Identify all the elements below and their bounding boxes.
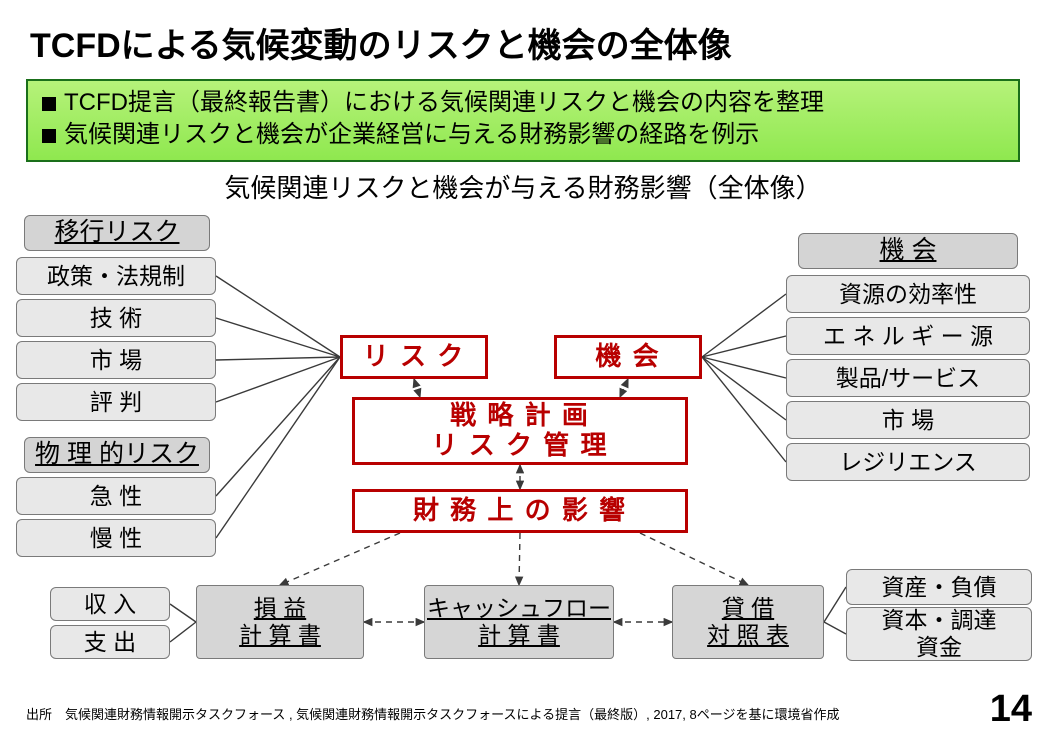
summary-box: TCFD提言（最終報告書）における気候関連リスクと機会の内容を整理 気候関連リス…: [26, 79, 1020, 162]
node-marketO: 市 場: [786, 401, 1030, 439]
node-strategy: 戦 略 計 画 リ ス ク 管 理: [352, 397, 688, 465]
bullet-1-text: TCFD提言（最終報告書）における気候関連リスクと機会の内容を整理: [64, 87, 824, 119]
bullet-2-text: 気候関連リスクと機会が企業経営に与える財務影響の経路を例示: [64, 119, 759, 151]
node-chronic: 慢 性: [16, 519, 216, 557]
edge-income-pl: [170, 604, 196, 622]
bullet-2: 気候関連リスクと機会が企業経営に与える財務影響の経路を例示: [42, 119, 1004, 151]
node-income: 収 入: [50, 587, 170, 621]
bullet-1: TCFD提言（最終報告書）における気候関連リスクと機会の内容を整理: [42, 87, 1004, 119]
page-number: 14: [990, 688, 1032, 731]
edge-finImpact-cf: [519, 533, 520, 585]
edge-resEff-opp: [702, 294, 786, 357]
edge-reput-risk: [216, 357, 340, 402]
page-title: TCFDによる気候変動のリスクと機会の全体像: [0, 0, 1046, 75]
node-policy: 政策・法規制: [16, 257, 216, 295]
edge-market-risk: [216, 357, 340, 360]
node-transHdr: 移行リスク: [24, 215, 210, 251]
node-market: 市 場: [16, 341, 216, 379]
node-acute: 急 性: [16, 477, 216, 515]
edge-energy-opp: [702, 336, 786, 357]
node-reput: 評 判: [16, 383, 216, 421]
node-opp: 機 会: [554, 335, 702, 379]
diagram-stage: 移行リスク政策・法規制技 術市 場評 判物 理 的リスク急 性慢 性機 会資源の…: [0, 209, 1046, 689]
node-finImpact: 財 務 上 の 影 響: [352, 489, 688, 533]
node-assets: 資産・負債: [846, 569, 1032, 605]
edge-resil-opp: [702, 357, 786, 462]
square-bullet-icon: [42, 129, 56, 143]
edge-prodSvc-opp: [702, 357, 786, 378]
node-resil: レジリエンス: [786, 443, 1030, 481]
node-prodSvc: 製品/サービス: [786, 359, 1030, 397]
node-cf: キャッシュフロー 計 算 書: [424, 585, 614, 659]
node-risk: リ ス ク: [340, 335, 488, 379]
edge-finImpact-bs: [640, 533, 748, 585]
node-oppHdr: 機 会: [798, 233, 1018, 269]
edge-acute-risk: [216, 357, 340, 496]
square-bullet-icon: [42, 97, 56, 111]
source-footer: 出所 気候関連財務情報開示タスクフォース , 気候関連財務情報開示タスクフォース…: [26, 704, 839, 723]
edge-chronic-risk: [216, 357, 340, 538]
edge-opp-strategy: [620, 379, 628, 397]
edge-tech-risk: [216, 318, 340, 357]
diagram-subtitle: 気候関連リスクと機会が与える財務影響（全体像）: [0, 168, 1046, 205]
node-capital: 資本・調達 資金: [846, 607, 1032, 661]
edge-policy-risk: [216, 276, 340, 357]
edge-finImpact-pl: [280, 533, 400, 585]
edge-risk-strategy: [414, 379, 420, 397]
edge-assets-bs: [824, 587, 846, 622]
edge-expense-pl: [170, 622, 196, 642]
node-energy: エ ネ ル ギ ー 源: [786, 317, 1030, 355]
node-bs: 貸 借 対 照 表: [672, 585, 824, 659]
node-expense: 支 出: [50, 625, 170, 659]
node-resEff: 資源の効率性: [786, 275, 1030, 313]
node-physHdr: 物 理 的リスク: [24, 437, 210, 473]
node-pl: 損 益 計 算 書: [196, 585, 364, 659]
node-tech: 技 術: [16, 299, 216, 337]
edge-capital-bs: [824, 622, 846, 634]
